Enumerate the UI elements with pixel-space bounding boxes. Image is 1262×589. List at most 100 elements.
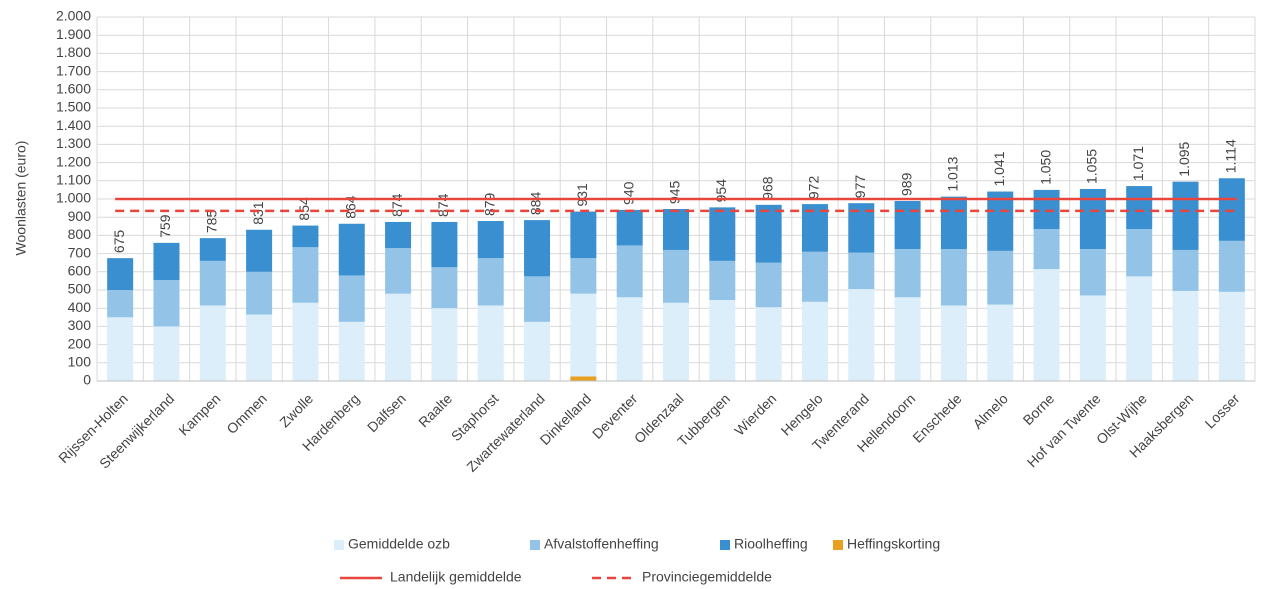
total-label: 864 — [342, 195, 358, 219]
bar-segment — [987, 191, 1014, 251]
total-label: 785 — [204, 210, 220, 234]
bar-segment — [1126, 186, 1153, 230]
bar-segment — [107, 258, 134, 290]
x-tick-label: Almelo — [969, 390, 1011, 432]
x-tick-label: Zwartewaterland — [463, 390, 547, 474]
total-label: 931 — [574, 183, 590, 207]
total-label: 874 — [389, 193, 405, 217]
y-tick-label: 1.300 — [56, 135, 91, 151]
y-tick-label: 300 — [68, 317, 92, 333]
bar-segment — [1126, 229, 1153, 277]
bar-segment — [1079, 249, 1106, 296]
y-tick-label: 1.400 — [56, 117, 91, 133]
bar-segment — [153, 279, 180, 327]
y-tick-label: 400 — [68, 299, 92, 315]
x-tick-label: Kampen — [175, 390, 223, 438]
bar-segment — [894, 201, 921, 250]
bar-segment — [246, 229, 273, 272]
x-tick-label: Zwolle — [276, 390, 316, 430]
bar-segment — [431, 221, 458, 268]
bar-segment — [199, 305, 226, 381]
y-tick-label: 1.600 — [56, 81, 91, 97]
x-tick-label: Dinkelland — [537, 390, 595, 448]
total-label: 884 — [528, 192, 544, 216]
bar-segment — [1172, 290, 1199, 381]
bar-segment — [1079, 295, 1106, 381]
bar-segment — [940, 249, 967, 306]
legend-label: Heffingskorting — [847, 536, 940, 552]
total-label: 940 — [620, 181, 636, 205]
total-label: 1.071 — [1130, 146, 1146, 181]
bar-segment — [894, 249, 921, 298]
y-tick-label: 0 — [83, 372, 91, 388]
bar-segment — [385, 248, 412, 294]
total-label: 854 — [296, 197, 312, 221]
bar-segment — [1218, 240, 1245, 292]
legend-swatch — [530, 540, 540, 550]
total-label: 759 — [157, 214, 173, 238]
bar-segment — [570, 258, 597, 294]
bar-segment — [570, 293, 597, 377]
x-tick-label: Ommen — [223, 390, 270, 437]
bar-segment — [292, 247, 319, 303]
bar-segment — [570, 211, 597, 259]
bar-segment — [987, 250, 1014, 305]
y-tick-label: 200 — [68, 335, 92, 351]
x-tick-label: Wierden — [731, 390, 779, 438]
bar-segment — [755, 307, 782, 381]
x-tick-label: Borne — [1020, 390, 1058, 428]
total-label: 1.095 — [1176, 141, 1192, 176]
bar-segment — [246, 271, 273, 315]
bar-segment — [477, 305, 504, 381]
bar-segment — [616, 245, 643, 298]
bar-segment — [477, 221, 504, 259]
legend-swatch — [720, 540, 730, 550]
legend-label: Landelijk gemiddelde — [390, 569, 522, 585]
x-tick-label: Enschede — [909, 390, 964, 445]
y-tick-label: 1.100 — [56, 172, 91, 188]
y-tick-label: 100 — [68, 354, 92, 370]
y-tick-label: 1.800 — [56, 44, 91, 60]
total-label: 1.041 — [991, 151, 1007, 186]
bar-segment — [338, 223, 365, 276]
total-label: 945 — [667, 180, 683, 204]
bar-segment — [431, 267, 458, 309]
y-tick-label: 700 — [68, 244, 92, 260]
y-axis-label: Woonlasten (euro) — [13, 141, 29, 256]
bar-segment — [338, 321, 365, 381]
x-tick-label: Losser — [1202, 390, 1243, 431]
bar-segment — [709, 260, 736, 301]
x-tick-label: Raalte — [415, 390, 455, 430]
total-label: 879 — [481, 192, 497, 216]
total-label: 831 — [250, 201, 266, 225]
bar-segment — [338, 275, 365, 322]
bar-segment — [616, 297, 643, 381]
legend-swatch — [833, 540, 843, 550]
total-label: 954 — [713, 179, 729, 203]
bar-segment — [894, 297, 921, 381]
total-label: 968 — [759, 176, 775, 200]
total-label: 874 — [435, 193, 451, 217]
bar-segment — [616, 209, 643, 246]
bar-segment — [1033, 229, 1060, 270]
legend-label: Afvalstoffenheffing — [544, 536, 659, 552]
bar-segment — [153, 326, 180, 381]
bar-segment — [663, 249, 689, 303]
total-label: 1.055 — [1084, 149, 1100, 184]
bar-segment — [1218, 291, 1245, 381]
bar-segment — [1172, 181, 1199, 250]
total-label: 1.114 — [1223, 139, 1239, 173]
y-tick-label: 1.700 — [56, 62, 91, 78]
bar-segment — [663, 209, 689, 250]
bar-segment — [292, 302, 319, 381]
bar-segment — [755, 204, 782, 263]
y-tick-label: 1.500 — [56, 99, 91, 115]
x-tick-label: Dalfsen — [364, 390, 409, 435]
bar-segment — [477, 258, 504, 306]
total-label: 977 — [852, 175, 868, 199]
bar-segment — [107, 290, 134, 318]
bar-segment — [801, 301, 828, 381]
bar-segment — [848, 289, 875, 381]
legend-label: Provinciegemiddelde — [642, 569, 772, 585]
